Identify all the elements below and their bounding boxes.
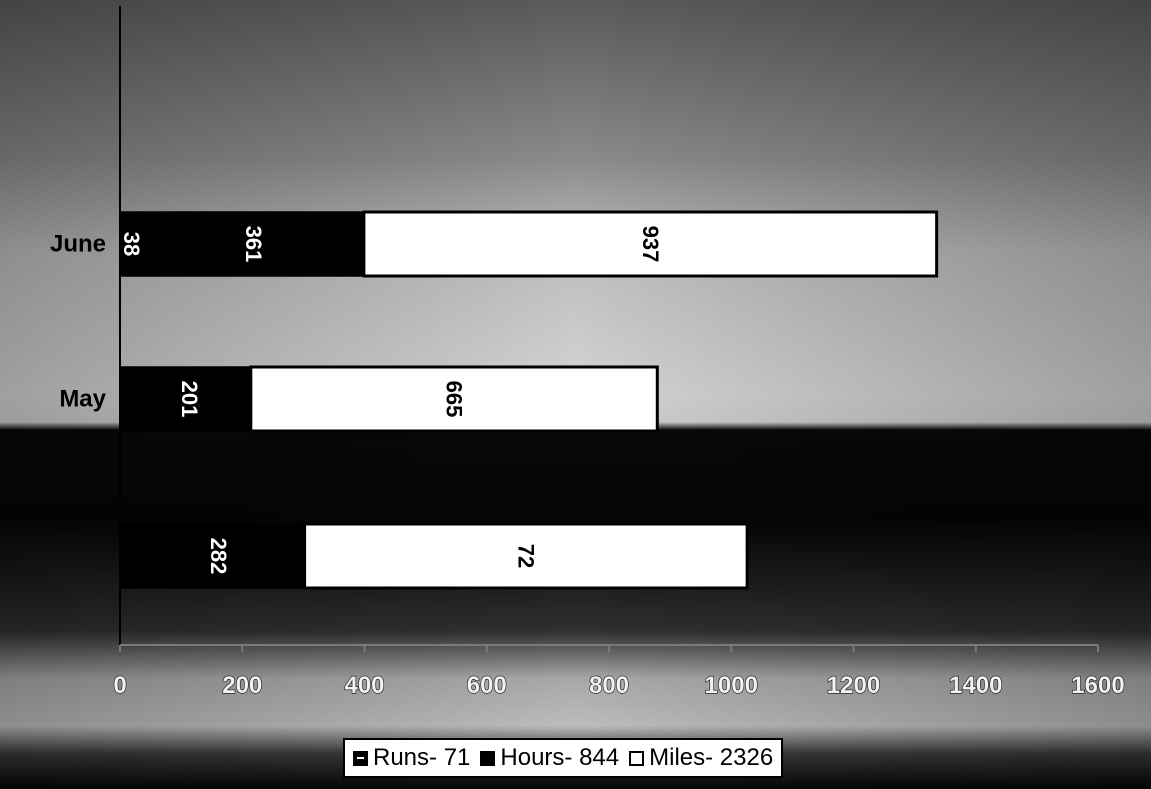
data-label-category-3-miles: 72 (513, 544, 538, 568)
x-tick-label: 200 (222, 672, 262, 699)
legend-swatch-hours (480, 750, 496, 766)
data-label-june-miles: 937 (638, 226, 663, 263)
legend-item-miles: Miles- 2326 (629, 744, 773, 772)
bar-category-3-miles (303, 522, 749, 590)
x-tick-label: 0 (113, 672, 126, 699)
data-label-may-miles: 665 (442, 381, 467, 418)
data-label-june-runs: 38 (119, 232, 144, 256)
bar-june-miles (362, 210, 939, 278)
data-label-may-hours: 201 (177, 381, 202, 418)
legend-label-hours: Hours- 844 (500, 744, 620, 771)
x-tick-label: 1200 (827, 672, 880, 699)
category-label-june: June (50, 231, 106, 258)
bar-june-hours (142, 211, 365, 277)
x-tick-label: 800 (589, 672, 629, 699)
x-tick-label: 1600 (1071, 672, 1124, 699)
data-label-category-3-hours: 282 (206, 538, 231, 575)
legend-label-runs: Runs- 71 (373, 744, 471, 771)
x-tick-label: 1000 (705, 672, 758, 699)
chart-legend: Runs- 71 Hours- 844 Miles- 2326 (343, 738, 784, 778)
category-label-may: May (59, 386, 106, 413)
bar-may-miles (249, 365, 659, 433)
bar-category-3-runs (119, 523, 133, 589)
bar-may-runs (119, 366, 129, 432)
x-tick-label: 400 (344, 672, 384, 699)
legend-item-hours: Hours- 844 (480, 744, 619, 772)
x-tick-label: 1400 (949, 672, 1002, 699)
legend-item-runs: Runs- 71 (353, 744, 470, 772)
legend-label-miles: Miles- 2326 (649, 744, 774, 771)
data-label-june-hours: 361 (241, 226, 266, 263)
legend-swatch-runs (353, 750, 368, 766)
bar-category-3-hours (131, 523, 306, 589)
x-tick-label: 600 (467, 672, 507, 699)
legend-swatch-miles (629, 750, 645, 766)
